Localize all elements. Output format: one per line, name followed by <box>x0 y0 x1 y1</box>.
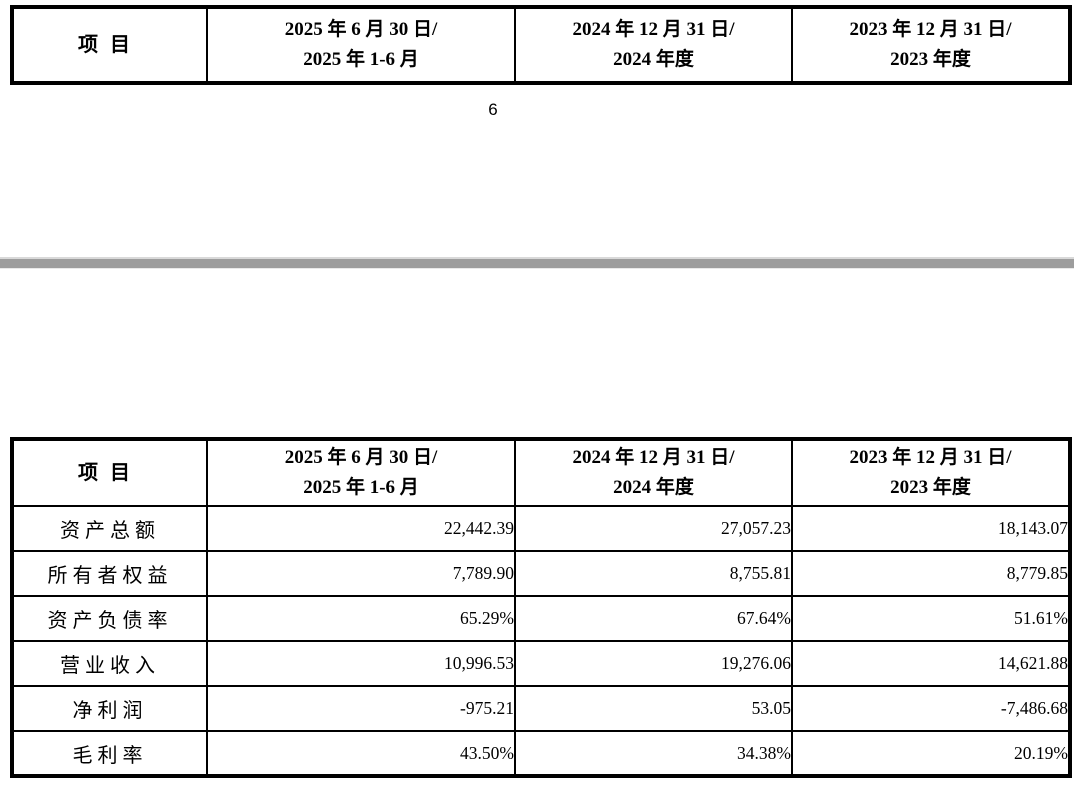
header-cell-item: 项目 <box>11 438 208 507</box>
row-label: 营业收入 <box>11 640 208 687</box>
table-row: 营业收入 10,996.53 19,276.06 14,621.88 <box>11 640 1071 687</box>
page-number: 6 <box>488 100 498 119</box>
table-row: 净利润 -975.21 53.05 -7,486.68 <box>11 685 1071 732</box>
header-line: 2025 年 6 月 30 日/ <box>284 447 438 468</box>
cell-value: 65.29% <box>206 595 516 642</box>
header-cell-period-2024: 2024 年 12 月 31 日/ 2024 年度 <box>514 6 793 84</box>
row-label: 资产负债率 <box>11 595 208 642</box>
table-row: 资产总额 22,442.39 27,057.23 18,143.07 <box>11 505 1071 552</box>
header-cell-item: 项目 <box>11 6 208 84</box>
cell-value: 22,442.39 <box>206 505 516 552</box>
table-row: 所有者权益 7,789.90 8,755.81 8,779.85 <box>11 550 1071 597</box>
table-row: 资产负债率 65.29% 67.64% 51.61% <box>11 595 1071 642</box>
table-row: 毛利率 43.50% 34.38% 20.19% <box>11 730 1071 777</box>
header-line: 2024 年度 <box>613 49 694 70</box>
header-line: 2023 年度 <box>890 49 971 70</box>
cell-value: 43.50% <box>206 730 516 777</box>
header-cell-period-2023: 2023 年 12 月 31 日/ 2023 年度 <box>791 438 1071 507</box>
header-cell-period-2023: 2023 年 12 月 31 日/ 2023 年度 <box>791 6 1071 84</box>
financial-summary-table: 项目 2025 年 6 月 30 日/ 2025 年 1-6 月 2024 年 … <box>10 437 1072 778</box>
cell-value: 27,057.23 <box>514 505 793 552</box>
cell-value: 19,276.06 <box>514 640 793 687</box>
page1-table-header: 项目 2025 年 6 月 30 日/ 2025 年 1-6 月 2024 年 … <box>10 5 1072 85</box>
row-label: 净利润 <box>11 685 208 732</box>
header-line: 2025 年 1-6 月 <box>303 477 419 498</box>
header-line: 2023 年度 <box>890 477 971 498</box>
header-line: 2024 年 12 月 31 日/ <box>572 19 735 40</box>
cell-value: 67.64% <box>514 595 793 642</box>
header-line: 2025 年 1-6 月 <box>303 49 419 70</box>
header-cell-period-2025: 2025 年 6 月 30 日/ 2025 年 1-6 月 <box>206 438 516 507</box>
cell-value: 34.38% <box>514 730 793 777</box>
table-header-row: 项目 2025 年 6 月 30 日/ 2025 年 1-6 月 2024 年 … <box>11 438 1071 507</box>
cell-value: 8,779.85 <box>791 550 1071 597</box>
header-line: 2024 年 12 月 31 日/ <box>572 447 735 468</box>
header-cell-period-2024: 2024 年 12 月 31 日/ 2024 年度 <box>514 438 793 507</box>
row-label: 资产总额 <box>11 505 208 552</box>
row-label: 毛利率 <box>11 730 208 777</box>
page-separator <box>0 257 1074 269</box>
cell-value: 7,789.90 <box>206 550 516 597</box>
row-label: 所有者权益 <box>11 550 208 597</box>
cell-value: 8,755.81 <box>514 550 793 597</box>
header-line: 2024 年度 <box>613 477 694 498</box>
cell-value: 14,621.88 <box>791 640 1071 687</box>
header-line: 2025 年 6 月 30 日/ <box>284 19 438 40</box>
header-cell-period-2025: 2025 年 6 月 30 日/ 2025 年 1-6 月 <box>206 6 516 84</box>
table-header-row: 项目 2025 年 6 月 30 日/ 2025 年 1-6 月 2024 年 … <box>11 6 1071 84</box>
cell-value: 53.05 <box>514 685 793 732</box>
cell-value: 51.61% <box>791 595 1071 642</box>
cell-value: 18,143.07 <box>791 505 1071 552</box>
cell-value: -7,486.68 <box>791 685 1071 732</box>
header-line: 2023 年 12 月 31 日/ <box>849 447 1012 468</box>
cell-value: 20.19% <box>791 730 1071 777</box>
header-line: 2023 年 12 月 31 日/ <box>849 19 1012 40</box>
cell-value: -975.21 <box>206 685 516 732</box>
cell-value: 10,996.53 <box>206 640 516 687</box>
